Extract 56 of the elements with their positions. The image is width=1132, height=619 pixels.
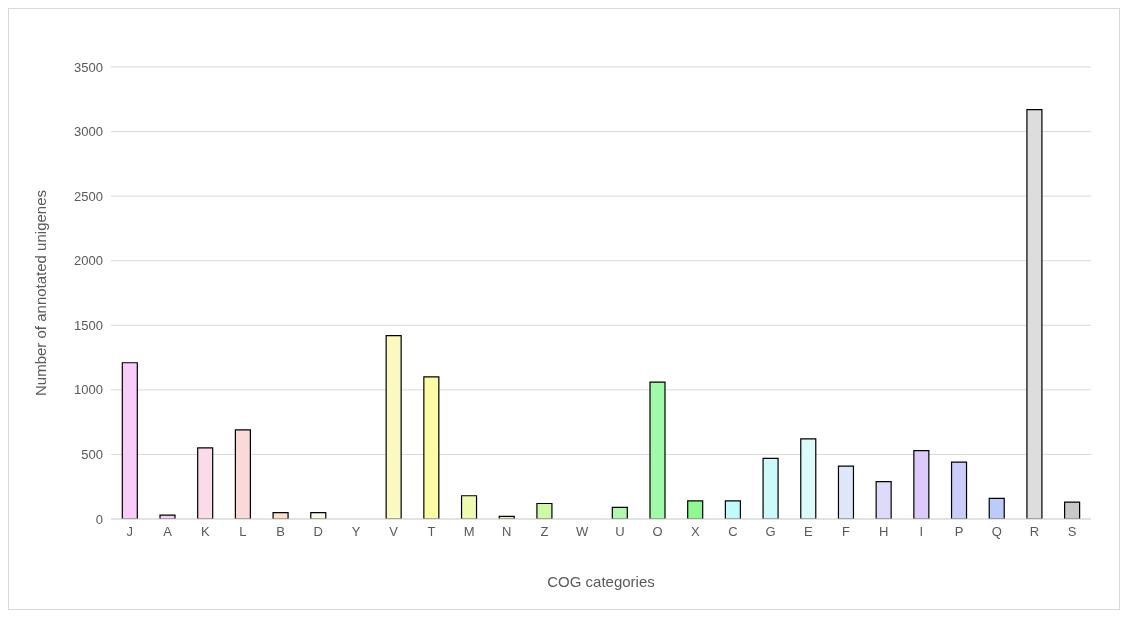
x-tick-label: R [1029,524,1040,540]
y-axis-title: Number of annotated unigenes [32,190,50,396]
x-tick-label: M [463,524,475,540]
bar [460,495,478,519]
x-tick-label: T [427,524,436,540]
x-tick-label: E [803,524,813,540]
x-tick-label: P [954,524,964,540]
bar [988,497,1005,519]
bar [272,511,289,519]
x-tick-label: S [1067,524,1077,540]
x-tick-label: Z [540,524,549,540]
x-tick-label: C [728,524,738,540]
bar [875,480,892,519]
bar [800,438,817,519]
y-tick-label: 2000 [74,253,103,269]
x-tick-label: B [276,524,285,540]
bar [536,502,553,519]
bar [687,500,704,519]
x-axis-title: COG categories [547,573,655,590]
bar [159,514,176,519]
x-tick-label: N [502,524,512,540]
y-tick-label: 3000 [74,124,103,140]
y-tick-label: 3500 [74,59,103,75]
bar [837,465,855,519]
x-tick-label: A [163,524,173,540]
x-tick-label: G [765,524,776,540]
x-tick-label: L [239,524,247,540]
bar [234,429,251,519]
x-tick-label: F [842,524,851,540]
x-tick-label: D [313,524,323,540]
y-tick-label: 2500 [74,188,103,204]
y-tick-label: 0 [95,511,103,527]
x-tick-label: H [879,524,889,540]
x-tick-label: Q [991,524,1002,540]
y-tick-label: 1000 [74,382,103,398]
bar [913,449,930,519]
bar [724,500,741,519]
x-tick-label: I [919,524,924,540]
bar [649,381,666,519]
x-tick-label: J [126,524,134,540]
x-tick-label: O [652,524,663,540]
x-tick-label: V [389,524,399,540]
bar [197,447,214,519]
y-tick-label: 1500 [74,317,103,333]
bar [762,457,779,519]
x-tick-label: W [576,524,590,540]
bar [121,362,138,519]
y-tick-label: 500 [81,447,103,463]
bar [423,376,440,519]
x-tick-label: Y [351,524,361,540]
x-tick-label: U [615,524,625,540]
x-tick-label: K [200,524,210,540]
bar [385,335,402,519]
x-tick-label: X [690,524,700,540]
bar [1064,501,1081,519]
bar [950,461,968,519]
